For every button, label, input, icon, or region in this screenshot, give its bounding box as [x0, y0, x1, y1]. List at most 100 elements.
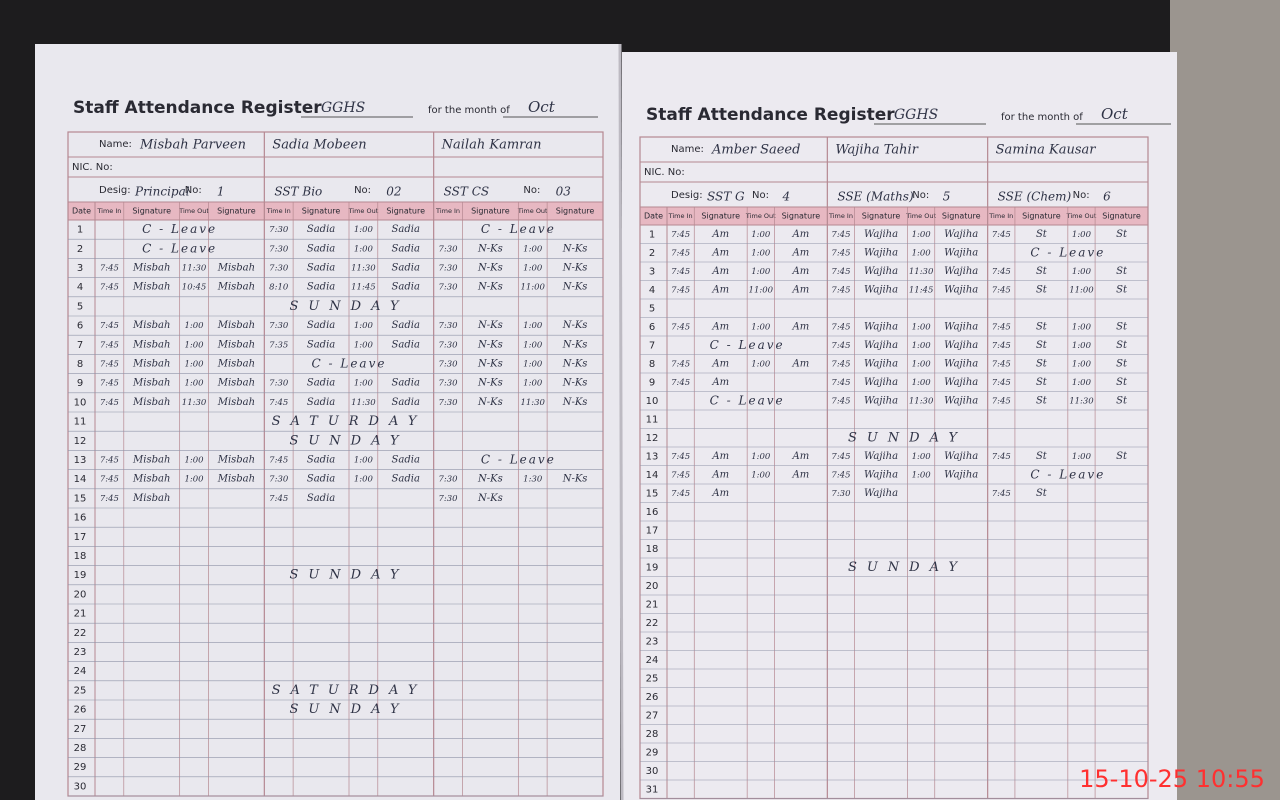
time: 7:45 [671, 248, 690, 258]
signature: Sadia [392, 224, 420, 235]
signature: Am [711, 469, 729, 480]
time: 7:45 [992, 230, 1011, 240]
day-number: 20 [646, 581, 659, 592]
label-no: No: [752, 190, 769, 201]
staff-no: 6 [1103, 190, 1111, 204]
column-header: Time Out [745, 212, 776, 220]
day-number: 14 [74, 474, 87, 485]
row-note: SUNDAY [848, 560, 967, 575]
day-number: 8 [77, 359, 83, 370]
staff-name: Sadia Mobeen [272, 138, 366, 153]
signature: St [1036, 266, 1048, 277]
label-no: No: [523, 185, 540, 196]
time: 7:45 [671, 452, 690, 462]
signature: Am [711, 358, 729, 369]
signature: Wajiha [864, 266, 898, 277]
signature: St [1116, 229, 1128, 240]
time: 1:00 [185, 475, 205, 485]
signature: Sadia [392, 339, 420, 350]
time: 7:30 [831, 489, 851, 499]
signature: St [1116, 395, 1128, 406]
leave-note: C - Leave [142, 222, 217, 236]
signature: Sadia [307, 397, 335, 408]
signature: N-Ks [562, 263, 588, 274]
time: 1:00 [354, 340, 374, 350]
time: 11:00 [749, 285, 774, 295]
signature: St [1116, 284, 1128, 295]
signature: St [1036, 451, 1048, 462]
signature: St [1036, 358, 1048, 369]
row-note: SUNDAY [289, 568, 408, 583]
time: 7:45 [831, 230, 850, 240]
time: 1:30 [523, 475, 543, 485]
time: 7:45 [831, 341, 850, 351]
signature: Am [711, 321, 729, 332]
row-note: SUNDAY [289, 299, 408, 314]
signature: Am [792, 358, 810, 369]
column-header: Time Out [178, 207, 209, 215]
signature: Wajiha [944, 451, 978, 462]
day-number: 15 [74, 493, 87, 504]
signature: Sadia [307, 474, 335, 485]
time: 1:00 [354, 379, 374, 389]
signature: Sadia [307, 493, 335, 504]
day-number: 10 [646, 396, 659, 407]
signature: Wajiha [944, 266, 978, 277]
time: 7:45 [831, 396, 850, 406]
time: 1:00 [1072, 341, 1092, 351]
signature: Wajiha [864, 229, 898, 240]
header-band [640, 207, 1148, 225]
signature: N-Ks [477, 282, 503, 293]
time: 1:00 [1072, 322, 1092, 332]
column-header: Signature [386, 207, 425, 216]
signature: St [1036, 340, 1048, 351]
time: 7:45 [992, 378, 1011, 388]
signature: Am [792, 266, 810, 277]
column-header: Time Out [905, 212, 936, 220]
signature: Am [711, 229, 729, 240]
signature: Wajiha [944, 229, 978, 240]
column-header: Time In [435, 207, 460, 215]
staff-no: 4 [781, 190, 790, 204]
day-number: 31 [646, 784, 659, 795]
signature: N-Ks [477, 378, 503, 389]
signature: Sadia [307, 339, 335, 350]
signature: Am [711, 377, 729, 388]
signature: St [1036, 377, 1048, 388]
time: 1:00 [912, 452, 932, 462]
time: 7:30 [439, 494, 459, 504]
table-surface [1170, 0, 1280, 800]
day-number: 20 [74, 589, 87, 600]
day-number: 30 [646, 766, 659, 777]
time: 1:00 [185, 379, 205, 389]
signature: Am [792, 451, 810, 462]
signature: St [1116, 377, 1128, 388]
signature: Am [711, 284, 729, 295]
signature: Misbah [132, 339, 170, 350]
signature: N-Ks [562, 320, 588, 331]
time: 1:00 [751, 248, 771, 258]
time: 1:00 [751, 452, 771, 462]
signature: Misbah [217, 359, 255, 370]
label-name: Name: [99, 139, 132, 150]
staff-desig: Principal [134, 185, 190, 199]
time: 11:45 [351, 283, 376, 293]
pages: Staff Attendance Register GGHS for the mon… [67, 98, 1171, 800]
time: 7:45 [831, 359, 850, 369]
signature: Wajiha [864, 395, 898, 406]
time: 11:30 [182, 398, 207, 408]
signature: Wajiha [944, 395, 978, 406]
signature: Am [792, 284, 810, 295]
time: 1:00 [354, 456, 374, 466]
time: 1:00 [1072, 378, 1092, 388]
day-number: 14 [646, 470, 659, 481]
day-number: 8 [649, 359, 655, 370]
signature: Wajiha [864, 377, 898, 388]
signature: St [1116, 451, 1128, 462]
time: 7:45 [992, 267, 1011, 277]
day-number: 2 [649, 248, 655, 259]
time: 7:30 [439, 475, 459, 485]
timestamp: 15-10-25 10:55 [1079, 765, 1265, 793]
school-name: GGHS [321, 100, 365, 116]
